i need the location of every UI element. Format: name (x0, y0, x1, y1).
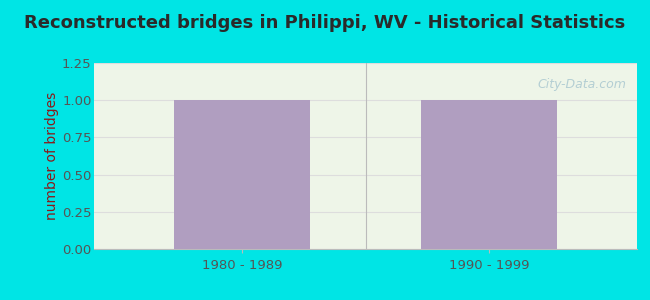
Text: City-Data.com: City-Data.com (538, 78, 626, 91)
Bar (174, 100, 310, 249)
Y-axis label: number of bridges: number of bridges (45, 92, 59, 220)
Bar (421, 100, 557, 249)
Text: Reconstructed bridges in Philippi, WV - Historical Statistics: Reconstructed bridges in Philippi, WV - … (25, 14, 625, 32)
